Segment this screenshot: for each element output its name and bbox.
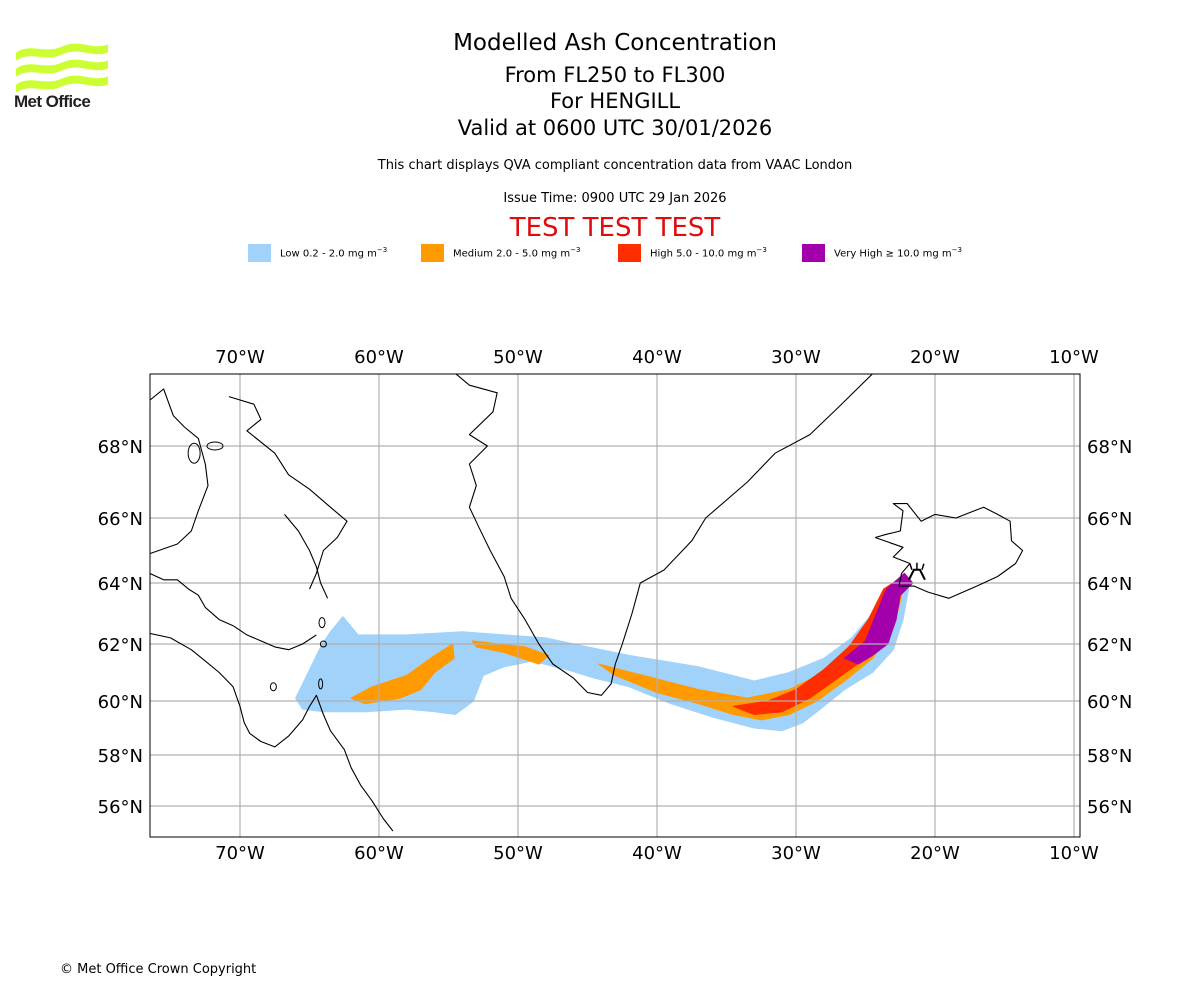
test-banner: TEST TEST TEST [509, 213, 721, 243]
y-tick-label-right: 60°N [1087, 692, 1132, 713]
volcano-marker [908, 562, 926, 581]
x-tick-label-top: 20°W [910, 347, 960, 368]
volcano-icon [908, 568, 926, 581]
coastline-island [318, 678, 324, 690]
met-office-logo-waves [16, 43, 108, 93]
coastline-island [319, 640, 327, 648]
x-tick-label-bottom: 10°W [1049, 843, 1099, 864]
legend-item-medium: Medium 2.0 - 5.0 mg m−3 [421, 244, 580, 262]
x-tick-label-bottom: 30°W [771, 843, 821, 864]
coastline-island [187, 442, 201, 464]
y-tick-label-right: 58°N [1087, 746, 1132, 767]
coastline-iceland [875, 503, 1024, 599]
ash-region-very-high [844, 572, 914, 665]
y-tick-label-right: 64°N [1087, 574, 1132, 595]
y-tick-label-left: 60°N [98, 692, 143, 713]
volcano-name: For HENGILL [549, 89, 681, 113]
volcano-plume-icon [909, 562, 925, 570]
x-tick-label-top: 50°W [493, 347, 543, 368]
x-tick-label-top: 70°W [215, 347, 265, 368]
y-tick-label-left: 58°N [98, 746, 143, 767]
copyright: © Met Office Crown Copyright [60, 962, 257, 977]
level-range: From FL250 to FL300 [504, 63, 726, 87]
x-tick-label-bottom: 70°W [215, 843, 265, 864]
y-tick-label-right: 66°N [1087, 509, 1132, 530]
x-tick-label-bottom: 40°W [632, 843, 682, 864]
legend-item-low: Low 0.2 - 2.0 mg m−3 [248, 244, 387, 262]
coastline-baffin-south [150, 572, 317, 651]
coastline-baffin-cumberland [228, 396, 348, 590]
valid-time: Valid at 0600 UTC 30/01/2026 [457, 116, 773, 140]
legend-item-very-high: Very High ≥ 10.0 mg m−3 [802, 244, 962, 262]
x-tick-label-top: 30°W [771, 347, 821, 368]
legend-item-high: High 5.0 - 10.0 mg m−3 [618, 244, 767, 262]
ash-concentration-layer [295, 572, 914, 732]
map-frame [149, 373, 1081, 838]
ash-region-low [295, 576, 910, 732]
coastline-island [206, 441, 224, 451]
coastline-greenland-west [455, 374, 873, 696]
x-tick-label-bottom: 20°W [910, 843, 960, 864]
x-tick-label-bottom: 60°W [354, 843, 404, 864]
axis-ticks: 70°W 70°W 60°W 60°W 50°W 50°W 40°W 40°W 30°W 30°W… [98, 347, 1133, 864]
legend-swatch-medium [421, 244, 444, 262]
graticule [150, 374, 1080, 837]
y-tick-label-right: 56°N [1087, 797, 1132, 818]
issue-time: Issue Time: 0900 UTC 29 Jan 2026 [503, 191, 727, 206]
coastline-cumberland-pen [284, 514, 329, 599]
y-tick-label-right: 62°N [1087, 635, 1132, 656]
x-tick-label-top: 10°W [1049, 347, 1099, 368]
x-tick-label-top: 40°W [632, 347, 682, 368]
chart-description: This chart displays QVA compliant concen… [377, 158, 853, 173]
ash-region-medium [471, 640, 550, 665]
ash-region-medium [350, 643, 455, 705]
coastline-baffin-west [150, 388, 209, 555]
legend-label-very-high: Very High ≥ 10.0 mg m−3 [834, 246, 962, 260]
legend-label-medium: Medium 2.0 - 5.0 mg m−3 [453, 246, 581, 260]
y-tick-label-left: 66°N [98, 509, 143, 530]
legend-swatch-very-high [802, 244, 825, 262]
coastline-hudson-strait [150, 632, 394, 832]
y-tick-label-left: 68°N [98, 437, 143, 458]
y-tick-label-left: 64°N [98, 574, 143, 595]
coastline-island [269, 682, 277, 692]
y-tick-label-right: 68°N [1087, 437, 1132, 458]
legend-swatch-high [618, 244, 641, 262]
legend-label-high: High 5.0 - 10.0 mg m−3 [650, 246, 767, 260]
x-tick-label-bottom: 50°W [493, 843, 543, 864]
y-tick-label-left: 56°N [98, 797, 143, 818]
coastline-island [318, 617, 326, 629]
legend-swatch-low [248, 244, 271, 262]
x-tick-label-top: 60°W [354, 347, 404, 368]
met-office-logo-text: Met Office [14, 92, 91, 111]
y-tick-label-left: 62°N [98, 635, 143, 656]
chart-title: Modelled Ash Concentration [453, 30, 777, 56]
coastlines [150, 374, 1024, 832]
legend-label-low: Low 0.2 - 2.0 mg m−3 [280, 246, 388, 260]
